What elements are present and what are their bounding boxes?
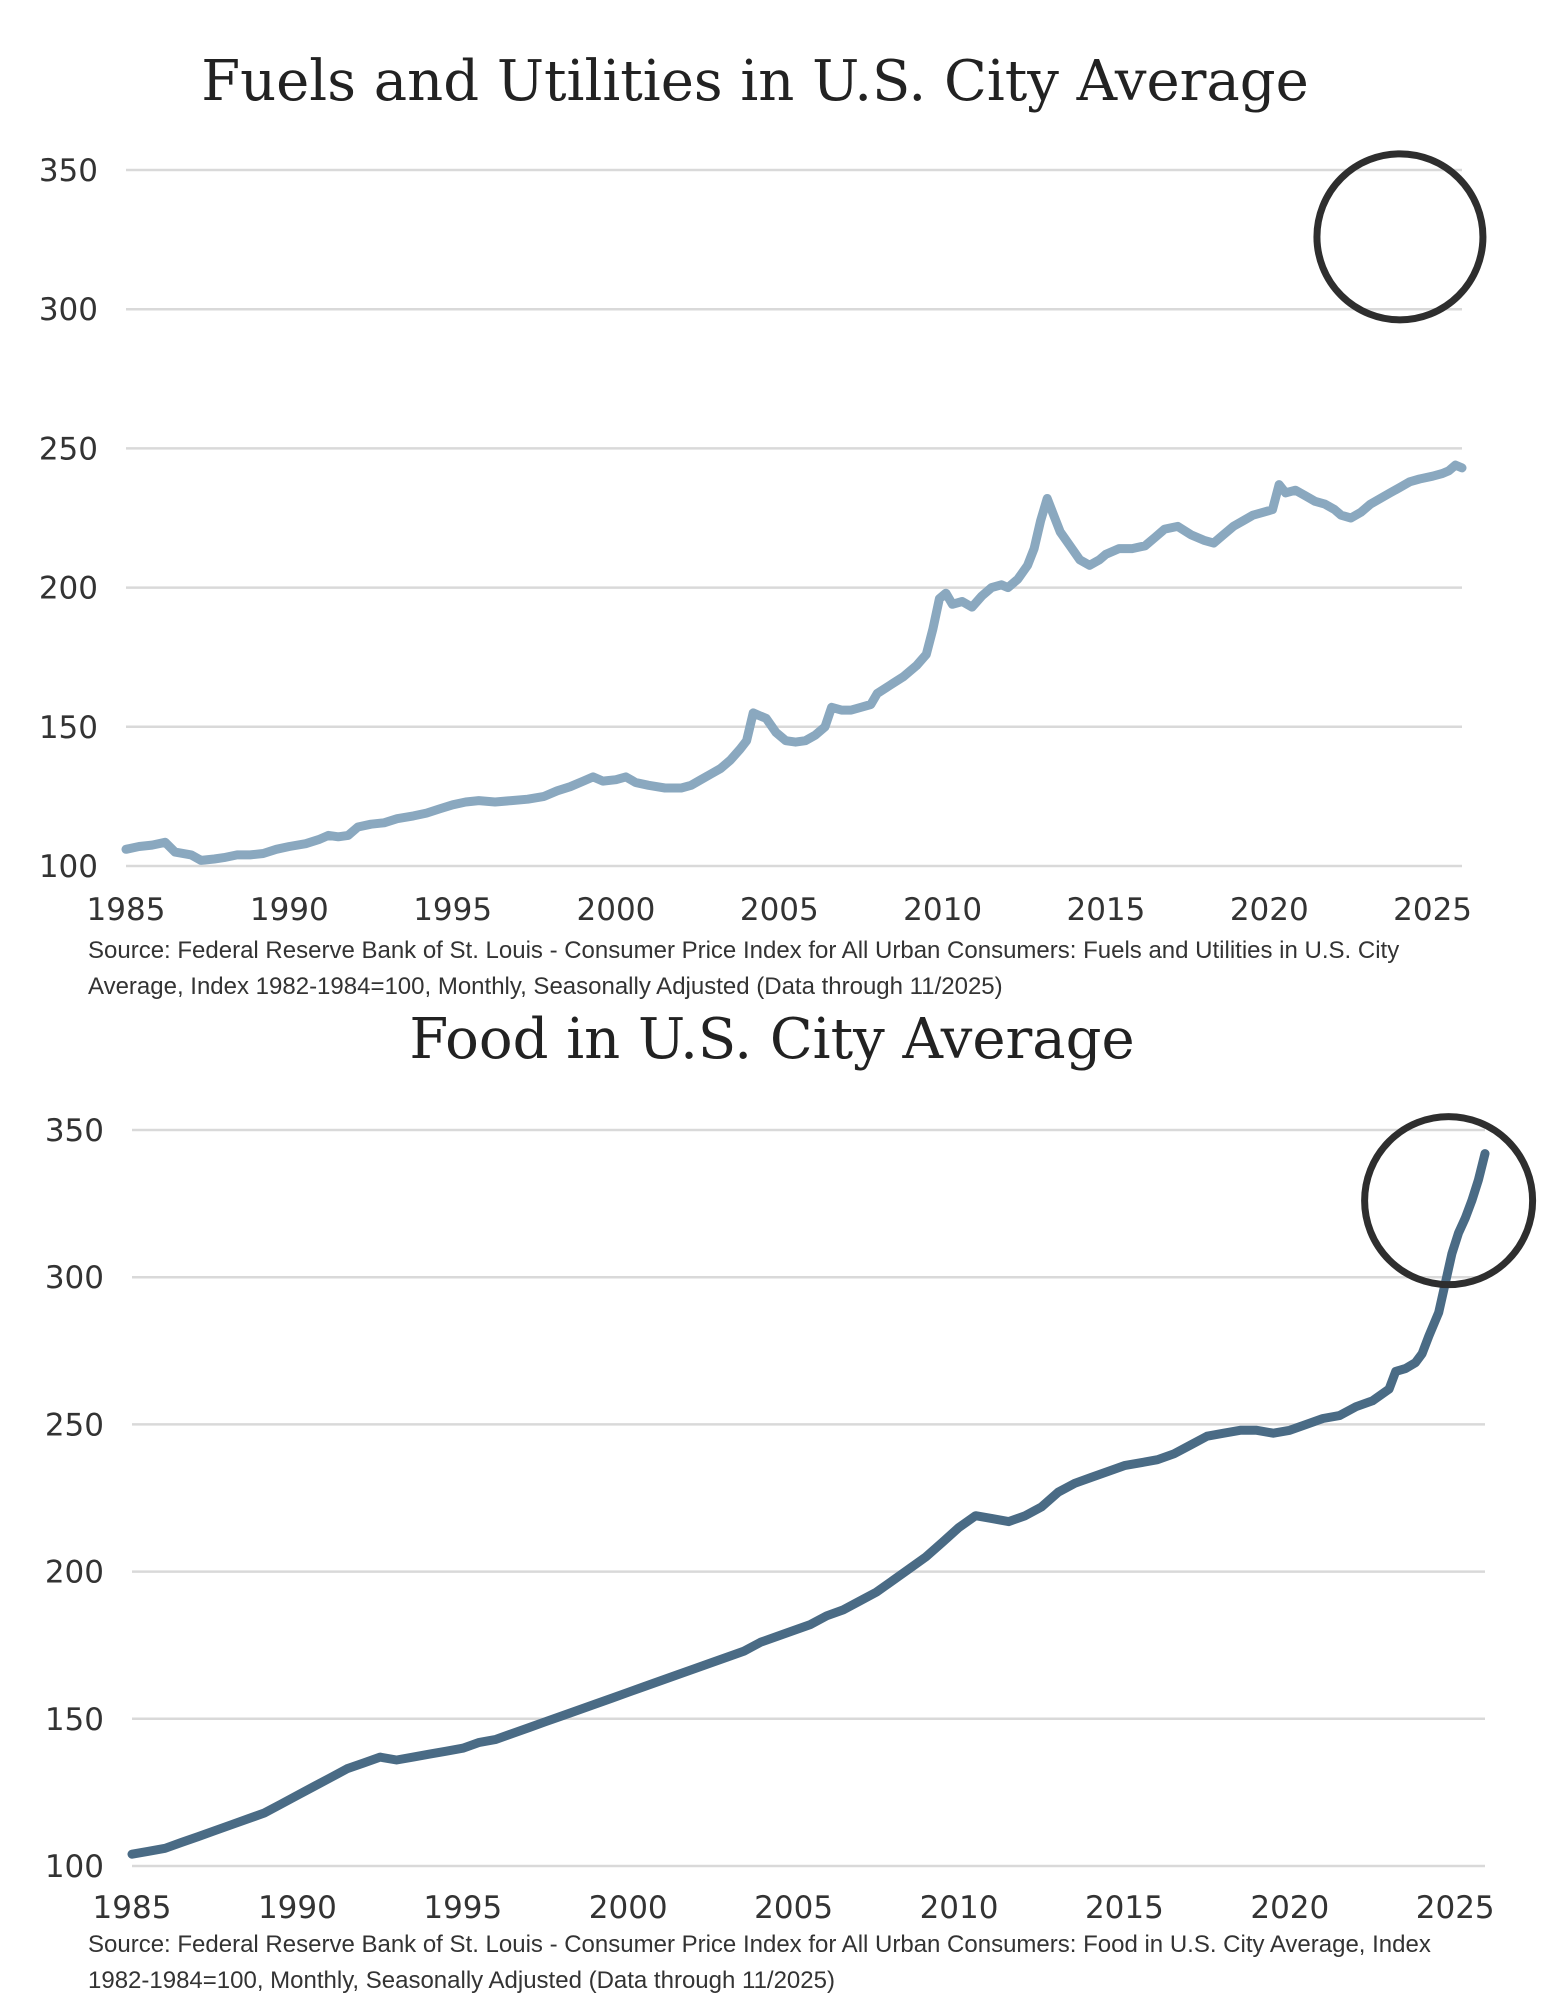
food-y-tick-200: 200: [45, 1555, 104, 1591]
food-x-tick-1990: 1990: [258, 1890, 337, 1926]
food-x-tick-2010: 2010: [920, 1890, 999, 1926]
fuels-highlight-circle: [1313, 150, 1487, 324]
fuels-y-tick-150: 150: [39, 710, 98, 746]
food-gridlines: [132, 1128, 1485, 1868]
fuels-x-tick-1990: 1990: [250, 892, 329, 928]
fuels-x-tick-1995: 1995: [413, 892, 492, 928]
fuels-x-tick-2015: 2015: [1066, 892, 1145, 928]
food-chart: Food in U.S. City Average 100 150 200 250 30…: [45, 1007, 1537, 1994]
source-note-line: Source: Federal Reserve Bank of St. Loui…: [88, 937, 1399, 964]
food-source-note: Source: Federal Reserve Bank of St. Loui…: [88, 1931, 1431, 1994]
food-x-tick-1985: 1985: [93, 1890, 172, 1926]
food-x-tick-2020: 2020: [1250, 1890, 1329, 1926]
food-y-tick-100: 100: [45, 1849, 104, 1885]
fuels-x-tick-2000: 2000: [577, 892, 656, 928]
fuels-y-tick-200: 200: [39, 571, 98, 607]
food-y-tick-250: 250: [45, 1407, 104, 1443]
fuels-y-axis: 100 150 200 250 300 350: [39, 153, 98, 885]
food-y-tick-350: 350: [45, 1113, 104, 1149]
fuels-chart-title: Fuels and Utilities in U.S. City Average: [201, 49, 1309, 114]
food-x-tick-2015: 2015: [1085, 1890, 1164, 1926]
food-x-tick-1995: 1995: [423, 1890, 502, 1926]
fuels-y-tick-300: 300: [39, 292, 98, 328]
fuels-x-tick-1985: 1985: [87, 892, 166, 928]
food-y-tick-300: 300: [45, 1260, 104, 1296]
fuels-y-tick-350: 350: [39, 153, 98, 189]
source-note-line: Source: Federal Reserve Bank of St. Loui…: [88, 1931, 1431, 1958]
source-note-line: Average, Index 1982-1984=100, Monthly, S…: [88, 973, 1003, 1000]
fuels-source-note: Source: Federal Reserve Bank of St. Loui…: [88, 937, 1399, 1000]
food-highlight-circle: [1361, 1113, 1537, 1289]
fuels-x-tick-2010: 2010: [903, 892, 982, 928]
fuels-x-axis: 1985 1990 1995 2000 2005 2010 2015 2020 2025: [87, 892, 1473, 928]
source-note-line: 1982-1984=100, Monthly, Seasonally Adjus…: [88, 1967, 835, 1994]
fuels-series-line: [121, 460, 1467, 865]
fuels-y-tick-250: 250: [39, 431, 98, 467]
food-x-tick-2005: 2005: [754, 1890, 833, 1926]
food-y-axis: 100 150 200 250 300 350: [45, 1113, 104, 1885]
food-x-axis: 1985 1990 1995 2000 2005 2010 2015 2020 2025: [93, 1890, 1495, 1926]
fuels-gridlines: [126, 168, 1462, 868]
fuels-utilities-chart: Fuels and Utilities in U.S. City Average…: [39, 49, 1487, 1000]
fuels-x-tick-2025: 2025: [1393, 892, 1472, 928]
fuels-x-tick-2020: 2020: [1230, 892, 1309, 928]
fuels-x-tick-2005: 2005: [740, 892, 819, 928]
food-y-tick-150: 150: [45, 1702, 104, 1738]
food-x-tick-2025: 2025: [1416, 1890, 1495, 1926]
food-chart-title: Food in U.S. City Average: [409, 1007, 1134, 1072]
food-x-tick-2000: 2000: [589, 1890, 668, 1926]
food-series-line: [127, 1149, 1490, 1859]
fuels-y-tick-100: 100: [39, 849, 98, 885]
